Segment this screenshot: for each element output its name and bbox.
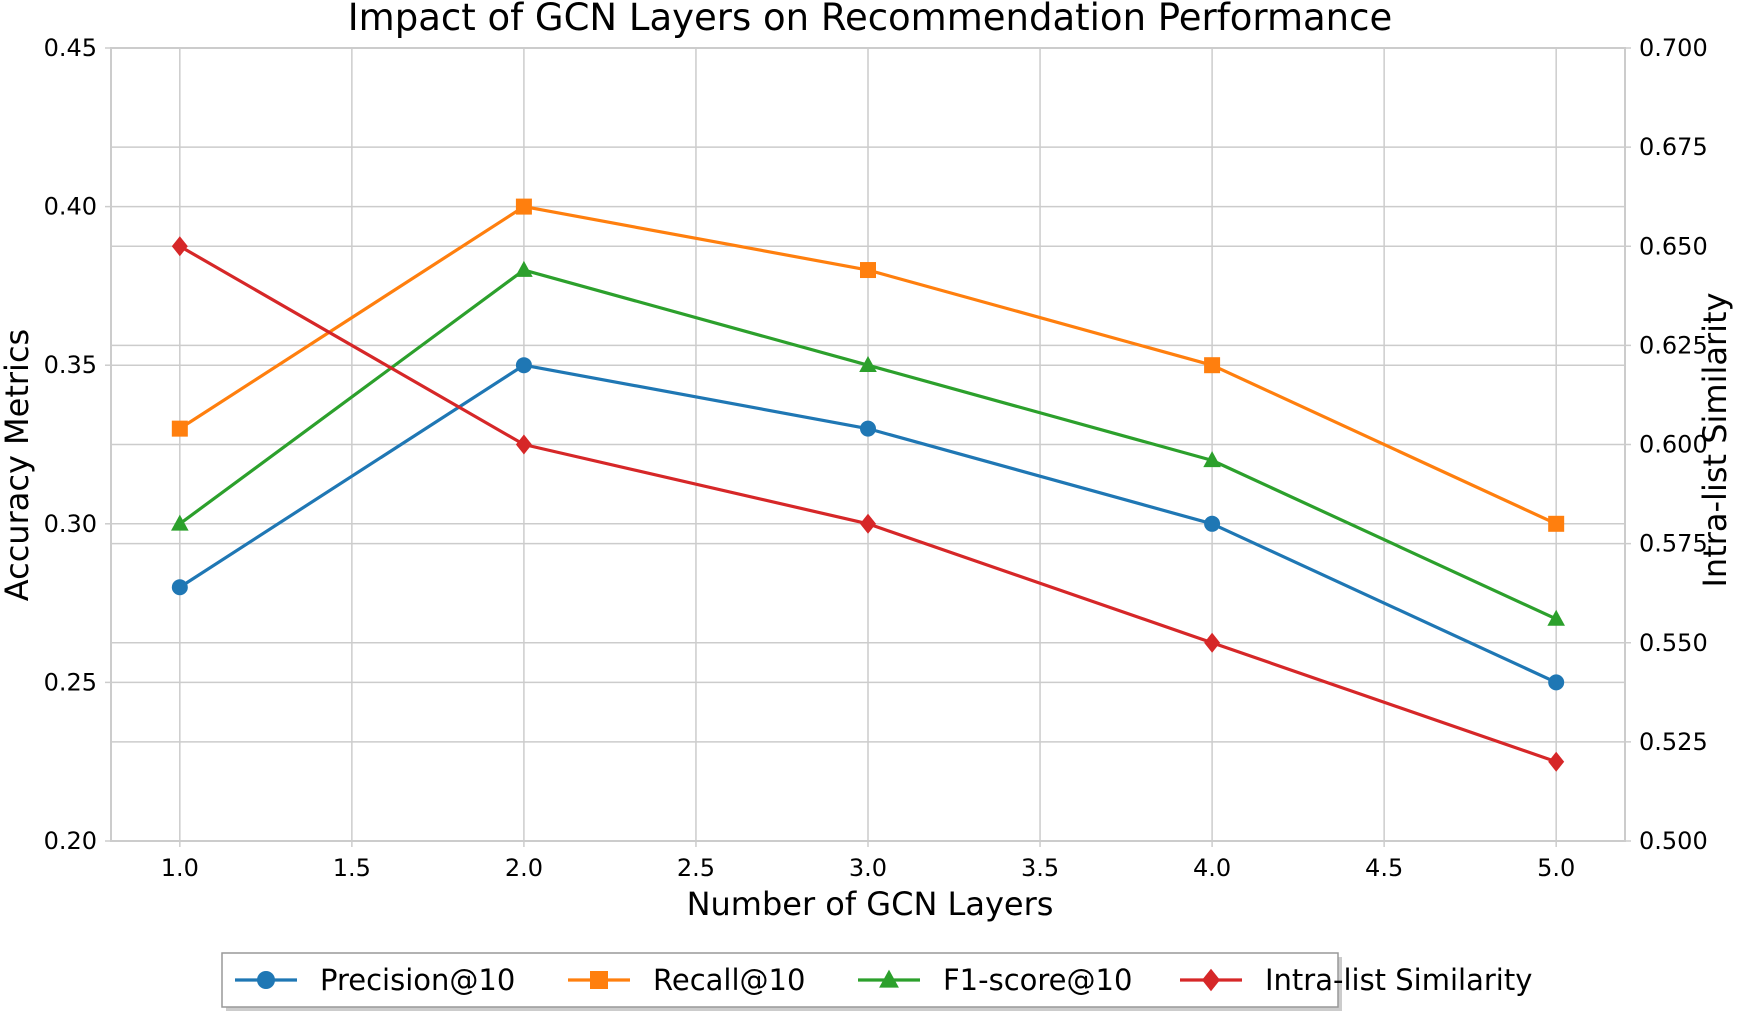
y-right-tick-label: 0.625: [1639, 331, 1708, 359]
legend-label: Recall@10: [653, 963, 805, 997]
x-axis-title: Number of GCN Layers: [687, 885, 1054, 923]
data-point-diamond: [515, 434, 532, 455]
x-tick-label: 2.5: [677, 854, 715, 882]
y-right-tick-label: 0.700: [1639, 34, 1708, 62]
legend: Precision@10 Recall@10 F1-score@10 Intra-li…: [221, 952, 1532, 1011]
legend-label: F1-score@10: [943, 963, 1132, 997]
y-right-tick-label: 0.575: [1639, 530, 1708, 558]
y-left-tick-label: 0.25: [44, 668, 97, 696]
data-point-diamond: [171, 236, 188, 257]
legend-marker-circle: [257, 971, 275, 989]
x-tick-label: 4.5: [1365, 854, 1403, 882]
y-right-tick-label: 0.550: [1639, 629, 1708, 657]
series: [171, 198, 1565, 772]
series-precision-10: [171, 357, 1565, 691]
x-tick-label: 3.0: [849, 854, 887, 882]
y-left-tick-label: 0.45: [44, 34, 97, 62]
y-axis-left-title: Accuracy Metrics: [0, 329, 36, 601]
legend-item: F1-score@10: [858, 963, 1132, 997]
data-point-square: [1204, 357, 1221, 374]
series-intra-list-similarity: [171, 236, 1565, 772]
data-point-square: [515, 198, 532, 215]
legend-label: Intra-list Similarity: [1265, 963, 1532, 997]
x-tick-label: 2.0: [505, 854, 543, 882]
data-point-diamond: [1204, 632, 1221, 653]
data-point-square: [1548, 515, 1565, 532]
series-recall-10: [171, 198, 1565, 532]
legend-item: Intra-list Similarity: [1180, 963, 1532, 997]
legend-item: Recall@10: [568, 963, 805, 997]
data-point-triangle: [171, 514, 189, 531]
data-point-circle: [171, 579, 188, 596]
data-point-triangle: [1203, 451, 1221, 468]
legend-label: Precision@10: [320, 963, 515, 997]
y-right-tick-label: 0.650: [1639, 232, 1708, 260]
chart-title: Impact of GCN Layers on Recommendation P…: [348, 0, 1393, 39]
data-point-circle: [1548, 674, 1565, 691]
legend-marker-square: [590, 971, 608, 989]
y-right-tick-label: 0.500: [1639, 827, 1708, 855]
y-right-tick-label: 0.600: [1639, 431, 1708, 459]
legend-marker-diamond: [1202, 968, 1220, 992]
data-point-square: [860, 262, 876, 279]
axes: 1.0 1.5 2.0 2.5 3.0 3.5 4.0 4.5 5.0 0.20 0.25 0.30 0…: [44, 34, 1708, 882]
y-left-tick-label: 0.40: [44, 193, 97, 221]
data-point-diamond: [860, 513, 876, 534]
data-point-square: [171, 420, 188, 437]
data-point-triangle: [859, 356, 877, 372]
plot-frame: [110, 47, 1626, 842]
x-tick-label: 3.5: [1021, 854, 1059, 882]
x-tick-label: 1.0: [161, 854, 199, 882]
y-axis-right-title: Intra-list Similarity: [1696, 292, 1734, 587]
data-point-diamond: [1548, 751, 1565, 772]
legend-item: Precision@10: [235, 963, 515, 997]
data-point-triangle: [1547, 609, 1565, 626]
legend-marker-triangle: [879, 969, 899, 988]
grid: [111, 47, 1625, 842]
legend-box: [221, 952, 1339, 1008]
series-f1-score-10: [171, 260, 1565, 626]
data-point-circle: [860, 420, 876, 437]
y-right-tick-label: 0.675: [1639, 133, 1708, 161]
data-point-circle: [515, 357, 532, 374]
x-tick-label: 1.5: [333, 854, 371, 882]
y-right-tick-label: 0.525: [1639, 728, 1708, 756]
data-point-triangle: [515, 260, 533, 277]
x-tick-label: 4.0: [1193, 854, 1231, 882]
y-left-tick-label: 0.30: [44, 510, 97, 538]
x-tick-label: 5.0: [1537, 854, 1575, 882]
data-point-circle: [1204, 515, 1221, 532]
y-left-tick-label: 0.20: [44, 827, 97, 855]
y-left-tick-label: 0.35: [44, 351, 97, 379]
